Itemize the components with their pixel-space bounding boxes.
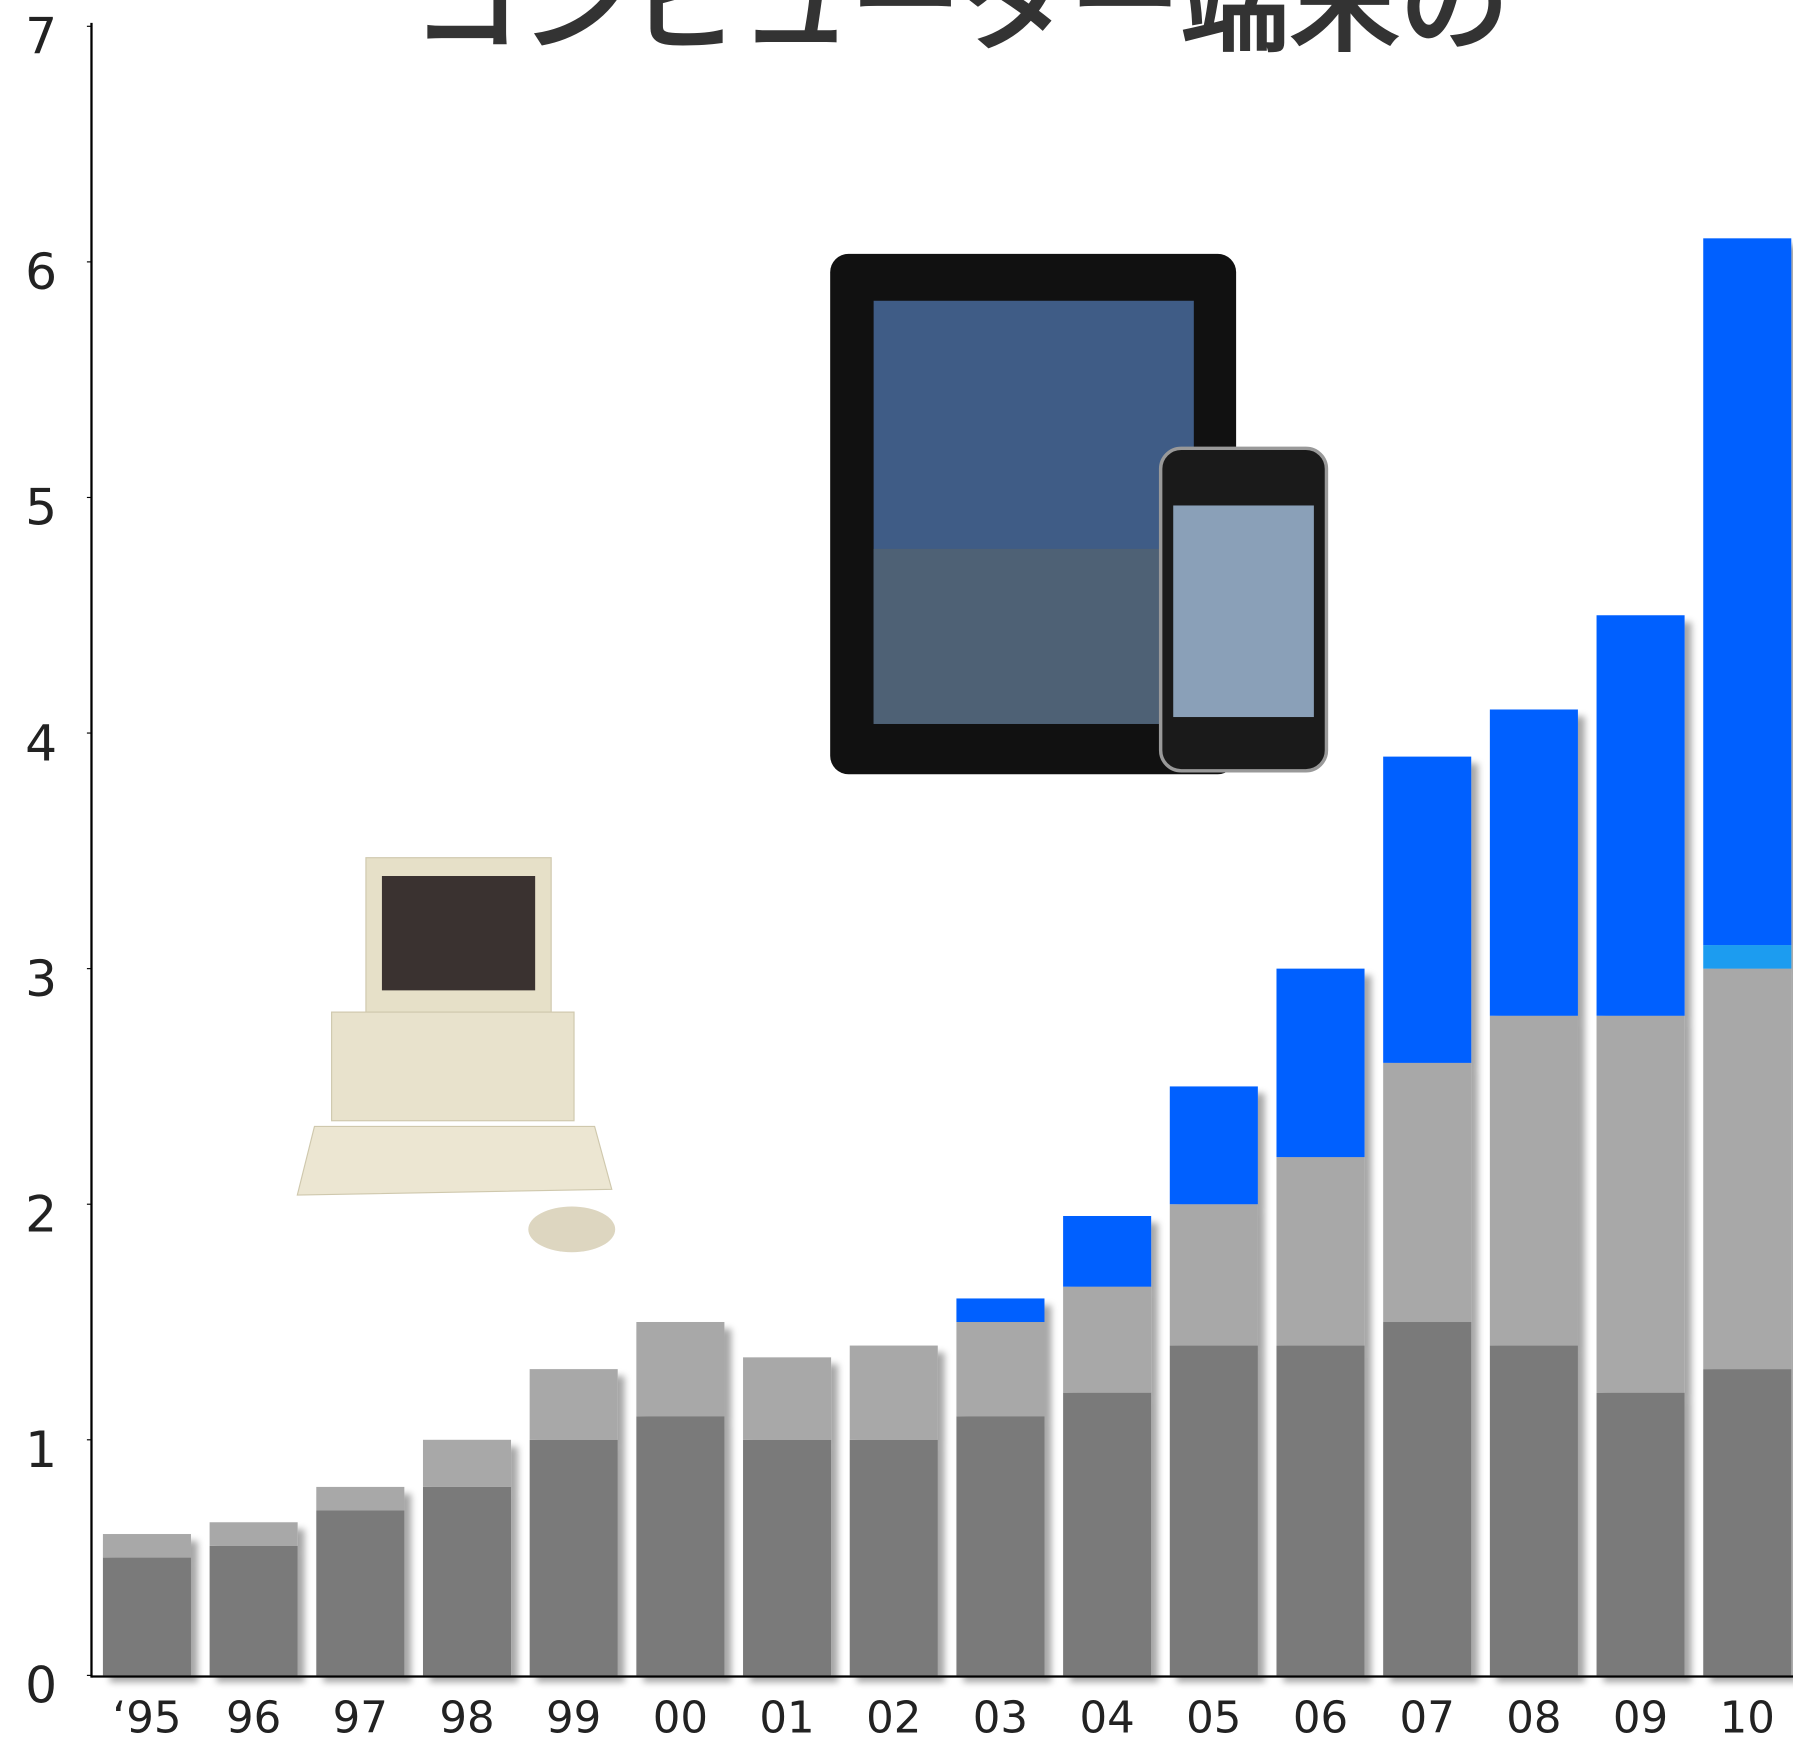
bar-stack — [209, 1522, 298, 1676]
bar-segment — [316, 1486, 405, 1511]
bar-segment — [316, 1510, 405, 1676]
bar-stack — [102, 1534, 191, 1676]
bar-segment — [102, 1534, 191, 1558]
bar-stack — [956, 1298, 1045, 1676]
bar-stack — [1169, 1086, 1258, 1676]
x-tick-label: 02 — [866, 1694, 921, 1744]
bar-stack — [1276, 968, 1365, 1676]
y-tick-label: 2 — [25, 1184, 57, 1243]
x-tick-label: 07 — [1400, 1694, 1455, 1744]
bar-segment — [1276, 1157, 1365, 1346]
bar-segment — [849, 1439, 938, 1676]
y-tick-label: 3 — [25, 949, 57, 1008]
bar-stack — [529, 1369, 618, 1676]
bar-segment — [956, 1416, 1045, 1676]
chart-title: コンピューター端末の — [412, 0, 1510, 68]
bar-segment — [636, 1322, 725, 1417]
bar-segment — [529, 1369, 618, 1440]
bar-stack — [1383, 756, 1472, 1676]
bar-segment — [209, 1522, 298, 1546]
bar-segment — [1489, 1015, 1578, 1346]
bar-segment — [1276, 1345, 1365, 1676]
old-computer-illustration — [296, 857, 616, 1253]
bar-stack — [849, 1345, 938, 1676]
bar-segment — [743, 1357, 832, 1440]
x-tick-label: 04 — [1079, 1694, 1134, 1744]
y-tick-label: 6 — [25, 242, 57, 301]
bar-stack — [1063, 1215, 1152, 1676]
bar-segment — [743, 1439, 832, 1676]
bar-segment — [849, 1345, 938, 1440]
x-tick-label: 03 — [973, 1694, 1028, 1744]
bar-segment — [1383, 1062, 1472, 1323]
x-tick-label: ‘95 — [112, 1694, 181, 1744]
bar-segment — [1489, 709, 1578, 1016]
x-tick-label: 97 — [333, 1694, 388, 1744]
bar-segment — [956, 1322, 1045, 1417]
tablet-phone-illustration — [830, 253, 1329, 775]
bar-segment — [1169, 1204, 1258, 1346]
bar-segment — [102, 1557, 191, 1676]
bar-segment — [1596, 615, 1685, 1016]
bar-segment — [636, 1416, 725, 1676]
bar-stack — [743, 1357, 832, 1676]
plot-area — [102, 238, 1792, 1676]
bar-segment — [1063, 1215, 1152, 1287]
bar-stack — [422, 1439, 512, 1676]
bar-segment — [1169, 1345, 1258, 1676]
bar-segment — [1489, 1345, 1578, 1676]
bar-segment — [1703, 1369, 1792, 1676]
bar-segment — [422, 1486, 512, 1676]
bar-stack — [1596, 615, 1685, 1676]
bar-segment — [1063, 1392, 1152, 1676]
x-tick-label: 99 — [546, 1694, 601, 1744]
bar-stack — [1489, 709, 1578, 1676]
bar-segment — [209, 1545, 298, 1676]
x-tick-label: 01 — [759, 1694, 814, 1744]
x-tick-label: 00 — [653, 1694, 708, 1744]
bar-segment — [529, 1439, 618, 1676]
bar-segment — [1703, 238, 1792, 946]
x-tick-label: 08 — [1506, 1694, 1561, 1744]
bar-stack — [1703, 238, 1792, 1676]
y-tick-label: 5 — [25, 478, 57, 537]
bar-segment — [1703, 945, 1792, 969]
y-tick-label: 4 — [25, 713, 57, 772]
x-tick-label: 10 — [1720, 1694, 1775, 1744]
bar-stack — [636, 1322, 725, 1676]
y-tick-label: 1 — [25, 1420, 57, 1479]
y-tick-label: 7 — [25, 7, 57, 66]
x-tick-label: 09 — [1613, 1694, 1668, 1744]
x-tick-label: 98 — [439, 1694, 494, 1744]
bar-segment — [1063, 1286, 1152, 1393]
bar-stack — [316, 1486, 405, 1676]
bar-segment — [1276, 968, 1365, 1158]
bar-segment — [1383, 756, 1472, 1063]
bar-segment — [1596, 1015, 1685, 1393]
bar-segment — [1703, 968, 1792, 1370]
y-tick-label: 0 — [25, 1656, 57, 1715]
bar-segment — [1169, 1086, 1258, 1205]
x-tick-label: 05 — [1186, 1694, 1241, 1744]
bar-segment — [1383, 1322, 1472, 1676]
bar-segment — [956, 1298, 1045, 1323]
x-tick-label: 06 — [1293, 1694, 1348, 1744]
x-tick-label: 96 — [226, 1694, 281, 1744]
bar-segment — [422, 1439, 512, 1487]
bar-segment — [1596, 1392, 1685, 1676]
